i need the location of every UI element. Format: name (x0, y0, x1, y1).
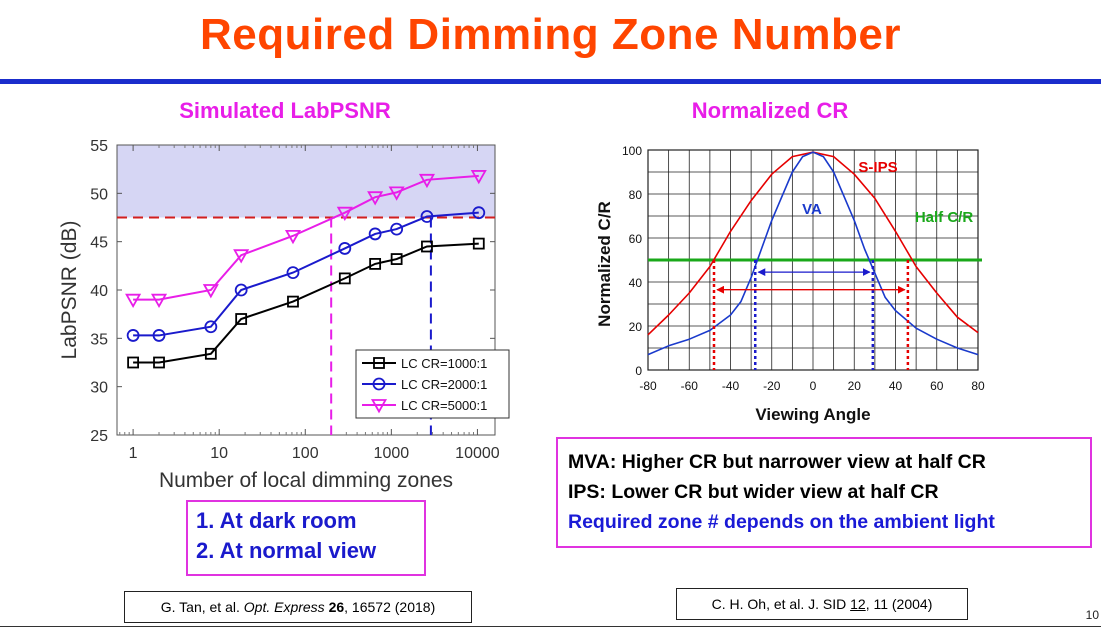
note-normal-view: 2. At normal view (196, 538, 377, 563)
data-point (234, 283, 248, 297)
right-notes-box: MVA: Higher CR but narrower view at half… (556, 437, 1092, 548)
sips-annotation: S-IPS (858, 159, 897, 176)
data-point (204, 347, 217, 360)
note-ips: IPS: Lower CR but wider view at half CR (568, 481, 939, 503)
citation-rest: , 16572 (2018) (344, 599, 436, 615)
y-tick-label: 30 (90, 380, 108, 397)
data-point (388, 186, 405, 201)
data-point (150, 293, 168, 308)
x-tick-label: 100 (292, 445, 319, 462)
va-annotation: VA (802, 201, 822, 218)
left-citation: G. Tan, et al. Opt. Express 26, 16572 (2… (124, 591, 472, 623)
data-point (235, 313, 248, 325)
cr-x-tick-label: -60 (681, 379, 699, 393)
data-point (127, 356, 140, 369)
cr-x-axis-label: Viewing Angle (755, 405, 870, 424)
legend-label: LC CR=2000:1 (401, 377, 487, 392)
y-tick-label: 25 (90, 428, 108, 445)
va-curve (647, 151, 979, 356)
note-mva: MVA: Higher CR but narrower view at half… (568, 451, 986, 473)
data-point (390, 222, 404, 236)
y-axis-label: LabPSNR (dB) (58, 221, 81, 360)
cr-x-tick-label: -20 (763, 379, 781, 393)
y-tick-label: 55 (90, 138, 108, 155)
data-point (152, 329, 166, 342)
data-point (472, 237, 485, 250)
x-tick-label: 1 (129, 445, 138, 462)
left-subtitle: Simulated LabPSNR (179, 98, 391, 123)
title-rule (0, 79, 1101, 84)
data-point (470, 170, 487, 185)
citation-journal: Opt. Express (243, 599, 325, 615)
half-cr-annotation: Half C/R (915, 209, 974, 226)
page-number: 10 (1085, 608, 1099, 622)
cr-x-tick-label: -80 (639, 379, 657, 393)
target-region (117, 145, 495, 218)
cr-y-tick-label: 60 (629, 232, 643, 246)
data-point (284, 229, 302, 245)
data-point (287, 295, 299, 308)
legend-marker (370, 399, 388, 414)
citation-authors: G. Tan, et al. (160, 599, 244, 615)
x-axis-label: Number of local dimming zones (159, 469, 453, 492)
data-point (368, 227, 382, 241)
x-tick-label: 10000 (455, 445, 500, 462)
cr-x-tick-label: 40 (889, 379, 903, 393)
data-point (421, 240, 433, 253)
note-dark-room: 1. At dark room (196, 508, 357, 533)
data-point (418, 173, 435, 189)
citation-prefix: C. H. Oh, et al. J. SID (711, 596, 851, 612)
slide-title: Required Dimming Zone Number (200, 10, 901, 59)
series-line-1 (133, 211, 479, 337)
note-ambient-light: Required zone # depends on the ambient l… (568, 511, 995, 533)
data-point (202, 284, 219, 299)
cr-y-axis-label: Normalized C/R (595, 201, 614, 327)
cr-x-tick-label: 80 (971, 379, 985, 393)
data-point (204, 320, 218, 334)
legend-label: LC CR=5000:1 (401, 398, 487, 413)
left-notes-box: 1. At dark room 2. At normal view (186, 500, 426, 576)
citation-rest: , 11 (2004) (865, 596, 933, 612)
data-point (336, 206, 353, 221)
citation-volume: 26 (328, 599, 345, 615)
data-point (338, 242, 352, 255)
right-citation: C. H. Oh, et al. J. SID 12, 11 (2004) (676, 588, 968, 620)
data-point (125, 293, 142, 308)
data-point (472, 206, 486, 220)
cr-x-tick-label: 20 (848, 379, 862, 393)
y-tick-label: 50 (90, 186, 108, 203)
labpsnr-chart: 25 30 35 40 45 50 55 1 10 100 1000 10000 LC CR=1000:… (58, 138, 510, 492)
cr-y-tick-label: 20 (629, 320, 643, 334)
data-point (126, 329, 140, 342)
cr-x-tick-label: 60 (930, 379, 944, 393)
cr-x-tick-label: 0 (810, 379, 817, 393)
x-tick-label: 1000 (374, 445, 410, 462)
cr-y-tick-label: 0 (635, 364, 642, 378)
data-point (286, 266, 300, 280)
right-subtitle: Normalized CR (691, 98, 849, 123)
data-point (369, 257, 382, 270)
legend-marker (372, 377, 386, 391)
cr-y-tick-label: 80 (629, 188, 643, 202)
data-point (153, 356, 165, 369)
x-tick-label: 10 (210, 445, 228, 462)
y-tick-label: 40 (90, 283, 108, 300)
normalized-cr-chart: 0 20 40 60 80 100 -80 -60 -40 -20 0 20 40 60 80 S-IPS VA… (595, 144, 985, 424)
series-line-2 (133, 174, 479, 301)
cr-y-tick-label: 40 (629, 276, 643, 290)
data-point (367, 191, 384, 206)
data-point (233, 249, 250, 264)
bottom-rule (0, 626, 1101, 627)
legend-label: LC CR=1000:1 (401, 356, 487, 371)
data-point (420, 210, 434, 223)
data-point (390, 253, 403, 265)
y-tick-label: 35 (90, 331, 108, 348)
legend-marker (373, 357, 385, 369)
data-point (338, 272, 351, 285)
cr-y-tick-label: 100 (622, 144, 642, 158)
cr-x-tick-label: -40 (722, 379, 740, 393)
series-line-0 (133, 242, 479, 364)
citation-volume-underlined: 12 (850, 596, 866, 612)
y-tick-label: 45 (90, 235, 108, 252)
